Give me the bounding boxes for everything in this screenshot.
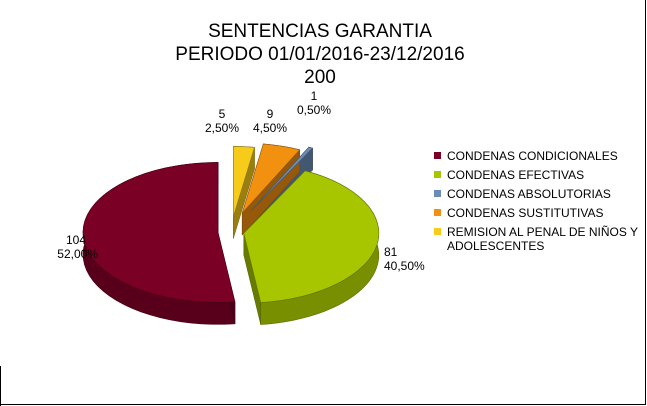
legend-item-absolutorias: CONDENAS ABSOLUTORIAS	[434, 187, 644, 201]
legend-label: CONDENAS CONDICIONALES	[447, 149, 618, 163]
data-label-percent-absolutorias: 0,50%	[297, 103, 331, 117]
legend-label: REMISION AL PENAL DE NIÑOS Y ADOLESCENTE…	[447, 225, 638, 253]
legend-swatch	[434, 152, 441, 159]
data-label-value-remision: 5	[219, 107, 226, 121]
data-label-percent-efectivas: 40,50%	[384, 259, 425, 273]
chart-title-line-3: 200	[304, 67, 336, 88]
legend-label: CONDENAS EFECTIVAS	[447, 168, 585, 182]
data-label-percent-remision: 2,50%	[205, 121, 239, 135]
legend-swatch	[434, 171, 441, 178]
data-label-value-absolutorias: 1	[311, 89, 318, 103]
legend-label: CONDENAS SUSTITUTIVAS	[447, 206, 604, 220]
pie-slice-absolutorias	[251, 146, 314, 211]
legend-swatch	[434, 228, 441, 235]
pie-slice-remision	[233, 146, 255, 217]
legend-item-condicionales: CONDENAS CONDICIONALES	[434, 149, 644, 163]
frame-edge	[0, 366, 1, 406]
pie-slice-condicionales	[82, 162, 236, 303]
data-label-value-condicionales: 104	[66, 233, 86, 247]
chart-title-line-2: PERIODO 01/01/2016-23/12/2016	[175, 44, 465, 65]
data-label-percent-sustitutivas: 4,50%	[253, 121, 287, 135]
legend: CONDENAS CONDICIONALES CONDENAS EFECTIVA…	[434, 149, 644, 258]
pie-slice-efectivas	[243, 170, 380, 303]
data-label-percent-condicionales: 52,00%	[57, 247, 98, 261]
chart-title: SENTENCIAS GARANTIA PERIODO 01/01/2016-2…	[60, 20, 580, 89]
legend-item-efectivas: CONDENAS EFECTIVAS	[434, 168, 644, 182]
legend-swatch	[434, 190, 441, 197]
pie-slice-sustitutivas	[241, 143, 301, 214]
data-label-value-sustitutivas: 9	[267, 107, 274, 121]
legend-swatch	[434, 209, 441, 216]
legend-label: CONDENAS ABSOLUTORIAS	[447, 187, 611, 201]
legend-item-sustitutivas: CONDENAS SUSTITUTIVAS	[434, 206, 644, 220]
data-label-value-efectivas: 81	[384, 245, 398, 259]
legend-item-remision: REMISION AL PENAL DE NIÑOS Y ADOLESCENTE…	[434, 225, 644, 253]
chart-title-line-1: SENTENCIAS GARANTIA	[208, 21, 432, 42]
